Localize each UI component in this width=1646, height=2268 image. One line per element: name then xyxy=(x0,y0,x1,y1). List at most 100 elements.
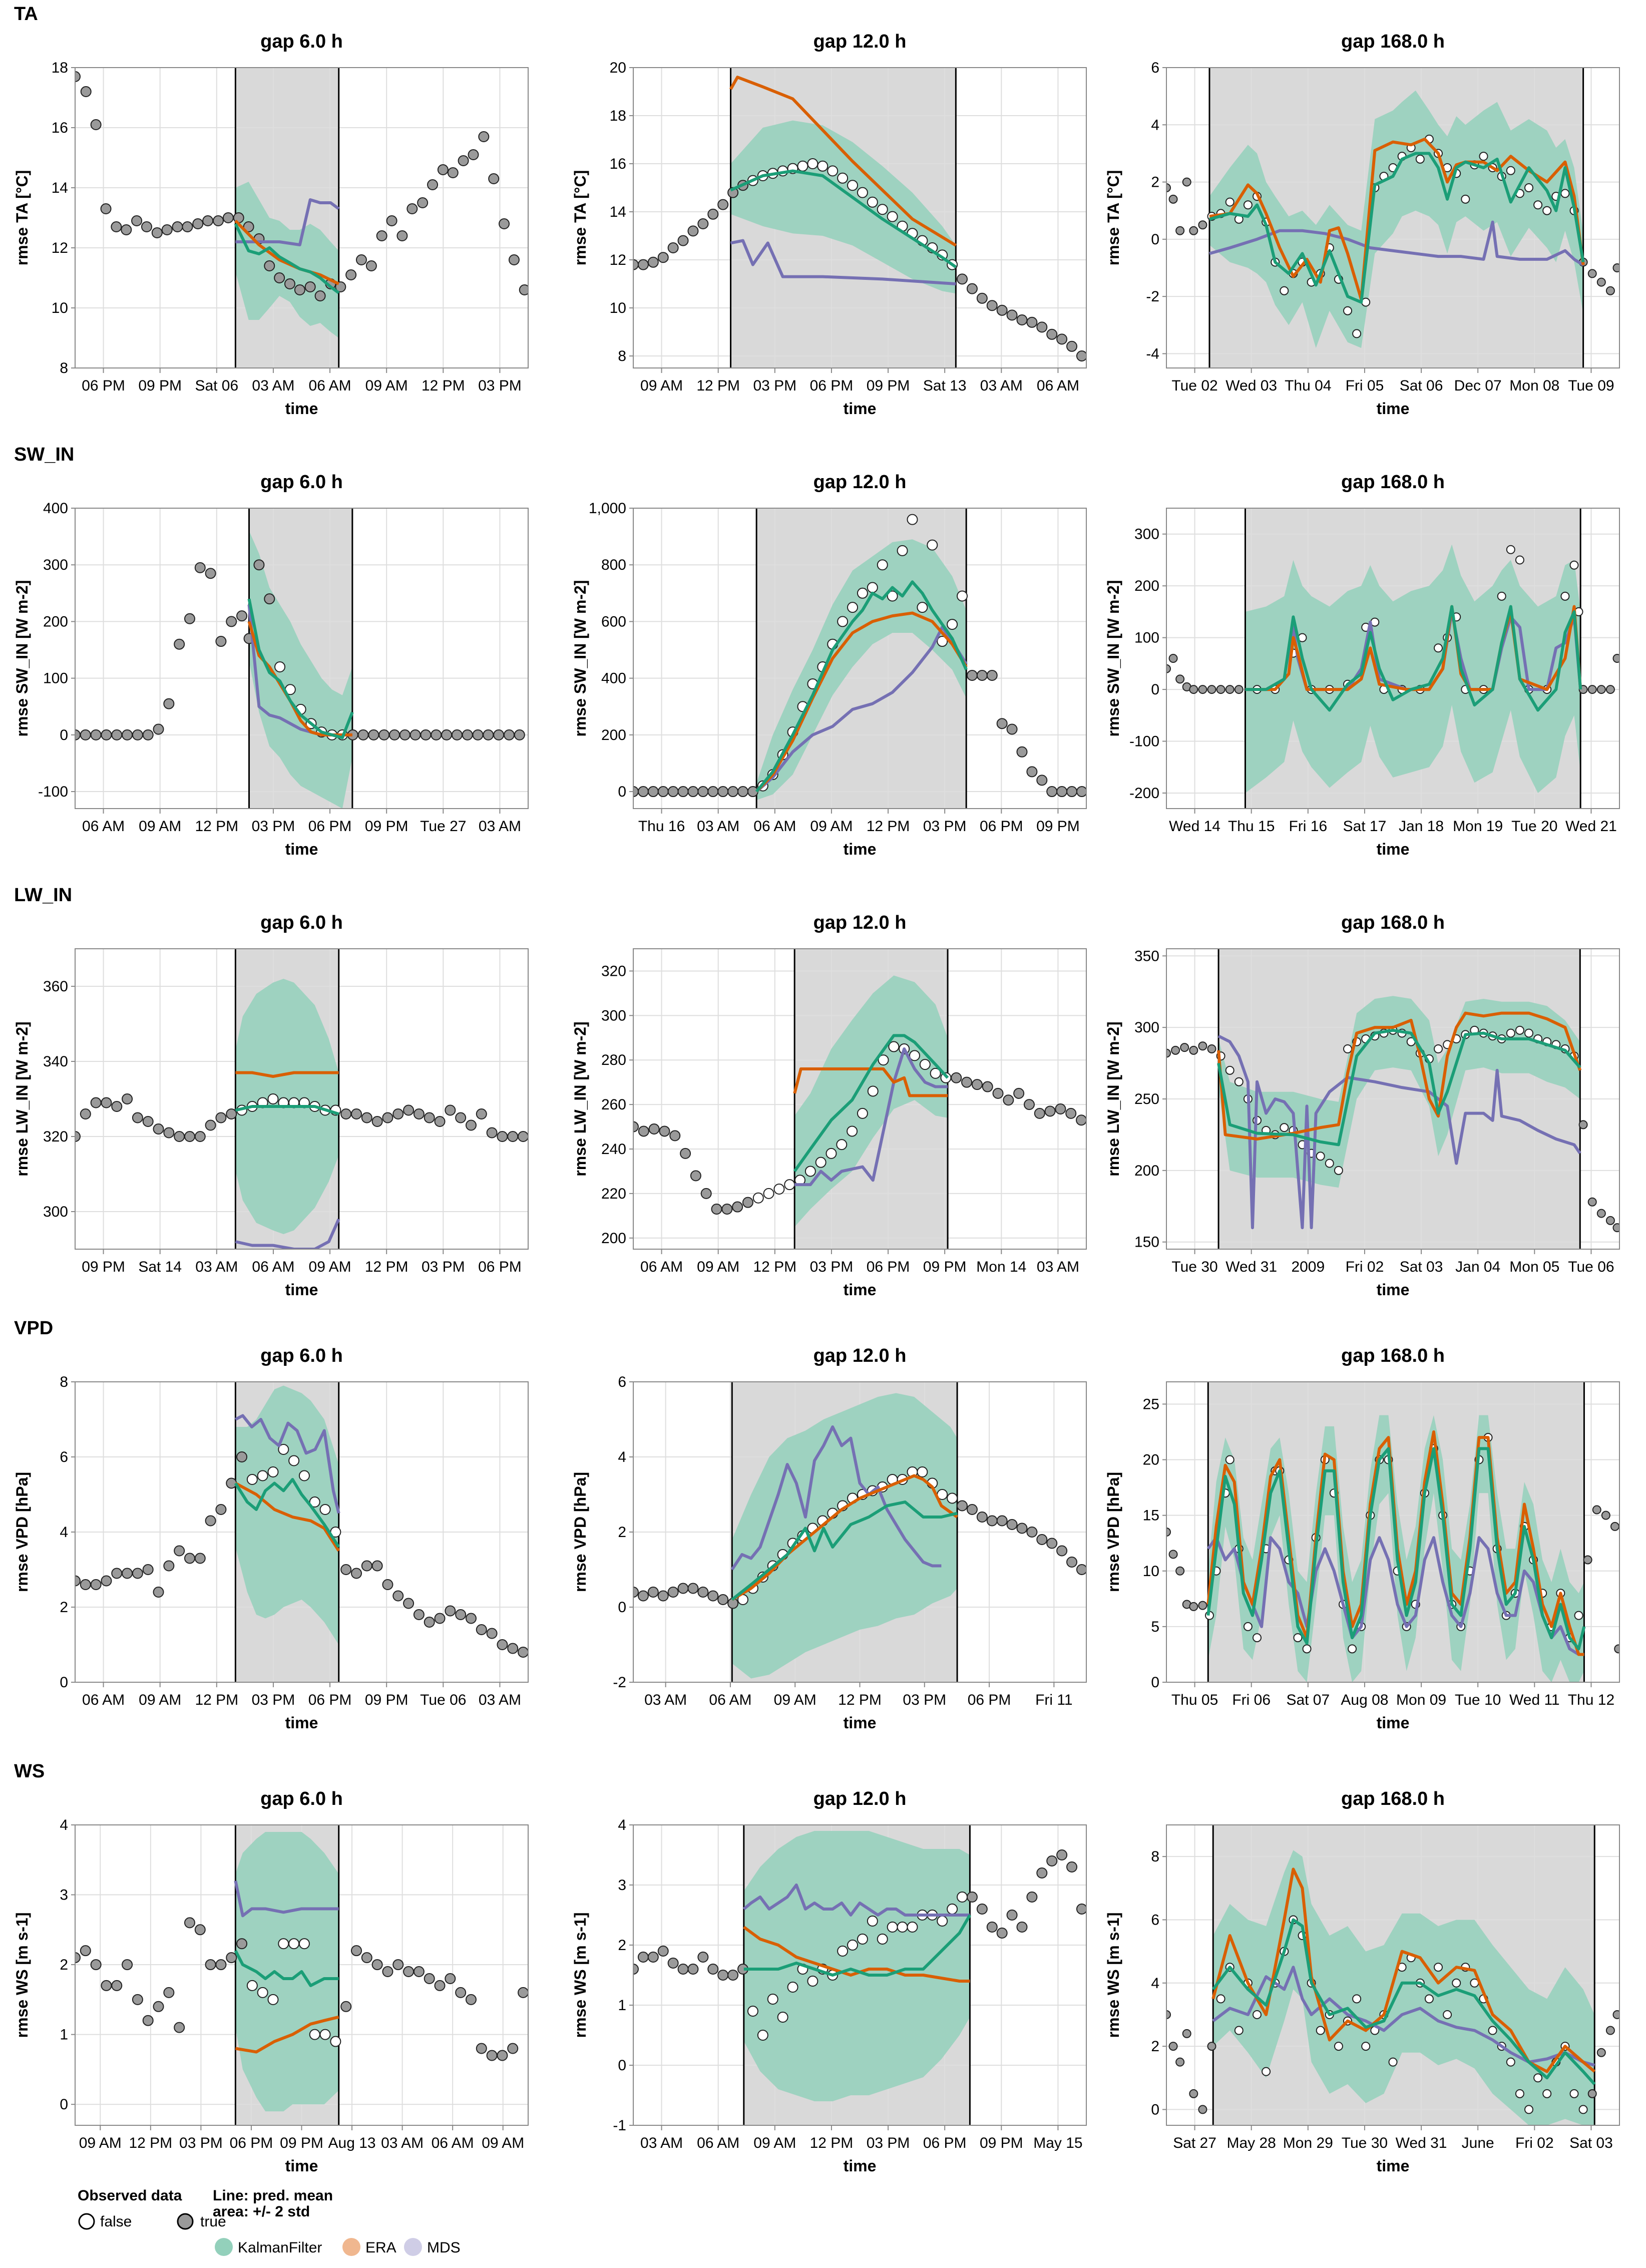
observed-point-true xyxy=(717,786,729,798)
y-tick-label: 8 xyxy=(60,1374,68,1390)
observed-point-false xyxy=(1280,286,1289,295)
observed-point-true xyxy=(1189,226,1198,235)
observed-point-true xyxy=(101,729,112,740)
observed-point-true xyxy=(677,786,689,798)
observed-point-true xyxy=(226,1477,237,1489)
observed-point-false xyxy=(1515,555,1524,565)
x-tick-label: Tue 10 xyxy=(1455,1692,1501,1708)
observed-point-true xyxy=(996,1928,1008,1939)
observed-point-true xyxy=(413,1966,425,1978)
observed-point-true xyxy=(399,729,410,740)
y-tick-label: 6 xyxy=(1151,1912,1159,1928)
x-tick-label: Thu 15 xyxy=(1228,818,1275,835)
observed-point-true xyxy=(340,1564,352,1575)
x-tick-label: 12 PM xyxy=(129,2135,172,2151)
y-axis-label: rmse SW_IN [W m-2] xyxy=(571,580,589,737)
x-tick-label: 09 AM xyxy=(774,1692,816,1708)
y-tick-label: 14 xyxy=(610,204,626,220)
observed-point-true xyxy=(163,698,175,709)
observed-point-true xyxy=(417,197,429,208)
observed-point-false xyxy=(877,1934,888,1945)
observed-point-true xyxy=(971,1079,983,1090)
observed-point-false xyxy=(917,602,928,613)
observed-point-false xyxy=(919,1059,931,1070)
panel-title: gap 168.0 h xyxy=(1341,1788,1445,1809)
x-tick-label: 12 PM xyxy=(753,1259,796,1275)
observed-point-true xyxy=(680,1148,691,1159)
observed-point-true xyxy=(90,1959,102,1971)
observed-point-true xyxy=(153,2001,164,2012)
y-tick-label: 0 xyxy=(1151,681,1159,698)
x-tick-label: 09 PM xyxy=(138,377,182,394)
legend-observed-false-marker xyxy=(78,2213,95,2230)
kalman-std-area xyxy=(249,531,352,809)
mds-line xyxy=(235,1218,340,1249)
observed-point-true xyxy=(455,1112,467,1123)
observed-point-false xyxy=(909,1050,921,1061)
observed-point-false xyxy=(1542,206,1552,215)
y-tick-label: -200 xyxy=(1129,785,1159,802)
y-tick-label: 320 xyxy=(601,963,626,979)
row-label: LW_IN xyxy=(14,885,72,906)
observed-point-true xyxy=(497,1639,508,1650)
x-tick-label: 06 AM xyxy=(432,2135,474,2151)
x-tick-label: 09 PM xyxy=(280,2135,323,2151)
x-tick-label: Wed 14 xyxy=(1169,818,1220,835)
panel-sw_in-0: gap 6.0 h -100 0 100 200 300 400 06 AM 09 AM 12 P… xyxy=(13,472,529,858)
observed-point-true xyxy=(1168,194,1178,204)
x-axis-label: time xyxy=(844,400,877,418)
observed-point-true xyxy=(1046,786,1058,798)
observed-point-true xyxy=(215,1504,227,1515)
observed-point-false xyxy=(887,211,898,222)
observed-point-true xyxy=(507,2043,519,2054)
observed-point-true xyxy=(1612,1223,1619,1233)
observed-point-true xyxy=(161,224,173,235)
observed-point-true xyxy=(122,1093,133,1104)
observed-point-true xyxy=(80,86,92,97)
observed-point-false xyxy=(807,1976,818,1987)
observed-point-true xyxy=(431,729,442,740)
observed-point-true xyxy=(747,786,758,798)
observed-point-false xyxy=(1461,194,1470,204)
observed-point-true xyxy=(951,1072,962,1083)
observed-point-true xyxy=(647,1587,659,1598)
observed-point-true xyxy=(392,1590,404,1602)
panel-title: gap 12.0 h xyxy=(813,912,907,933)
observed-point-true xyxy=(1168,2042,1178,2051)
observed-point-true xyxy=(518,1647,528,1658)
observed-point-true xyxy=(1036,1534,1048,1545)
observed-point-true xyxy=(476,1624,487,1635)
observed-point-false xyxy=(1253,2010,1262,2019)
x-tick-label: 06 PM xyxy=(867,1259,910,1275)
observed-point-true xyxy=(424,1617,435,1628)
x-tick-label: 09 AM xyxy=(810,818,853,835)
y-tick-label: 280 xyxy=(601,1052,626,1068)
y-tick-label: 10 xyxy=(1143,1563,1159,1580)
observed-point-true xyxy=(488,173,500,184)
observed-point-false xyxy=(917,1466,928,1477)
observed-point-true xyxy=(1016,1523,1028,1534)
x-tick-label: 06 PM xyxy=(478,1259,522,1275)
observed-point-true xyxy=(382,1112,393,1123)
panel-title: gap 6.0 h xyxy=(260,1788,343,1809)
observed-point-false xyxy=(930,1067,941,1079)
observed-point-false xyxy=(752,1192,764,1204)
observed-point-true xyxy=(1036,1867,1048,1878)
observed-point-false xyxy=(1452,1978,1461,1988)
observed-point-true xyxy=(717,199,729,210)
y-tick-label: 350 xyxy=(1134,948,1159,964)
observed-point-true xyxy=(637,786,649,798)
observed-point-true xyxy=(142,1564,154,1575)
plot-frame xyxy=(1166,508,1620,809)
x-tick-label: 09 PM xyxy=(1036,818,1080,835)
observed-point-true xyxy=(368,729,379,740)
observed-point-true xyxy=(711,1204,722,1215)
panel-vpd-1: gap 12.0 h -2 0 2 4 6 03 AM 06 AM 09 AM 12 PM 03 P… xyxy=(571,1345,1087,1732)
observed-point-true xyxy=(111,1980,123,1991)
y-axis-label: rmse SW_IN [W m-2] xyxy=(1104,580,1122,737)
observed-point-true xyxy=(192,218,204,229)
x-tick-label: 03 PM xyxy=(867,2135,910,2151)
x-tick-label: Aug 13 xyxy=(328,2135,376,2151)
observed-point-false xyxy=(298,1470,310,1481)
